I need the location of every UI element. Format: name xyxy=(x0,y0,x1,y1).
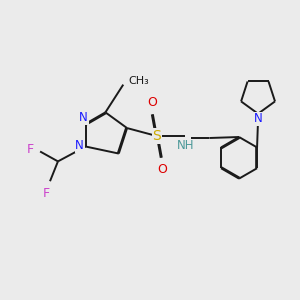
Text: CH₃: CH₃ xyxy=(129,76,149,85)
Text: N: N xyxy=(254,112,262,125)
Text: F: F xyxy=(27,143,34,156)
Text: O: O xyxy=(147,96,157,109)
Text: S: S xyxy=(152,129,161,143)
Text: N: N xyxy=(75,139,84,152)
Text: NH: NH xyxy=(177,140,194,152)
Text: F: F xyxy=(43,187,50,200)
Text: N: N xyxy=(79,111,88,124)
Text: O: O xyxy=(157,163,167,176)
